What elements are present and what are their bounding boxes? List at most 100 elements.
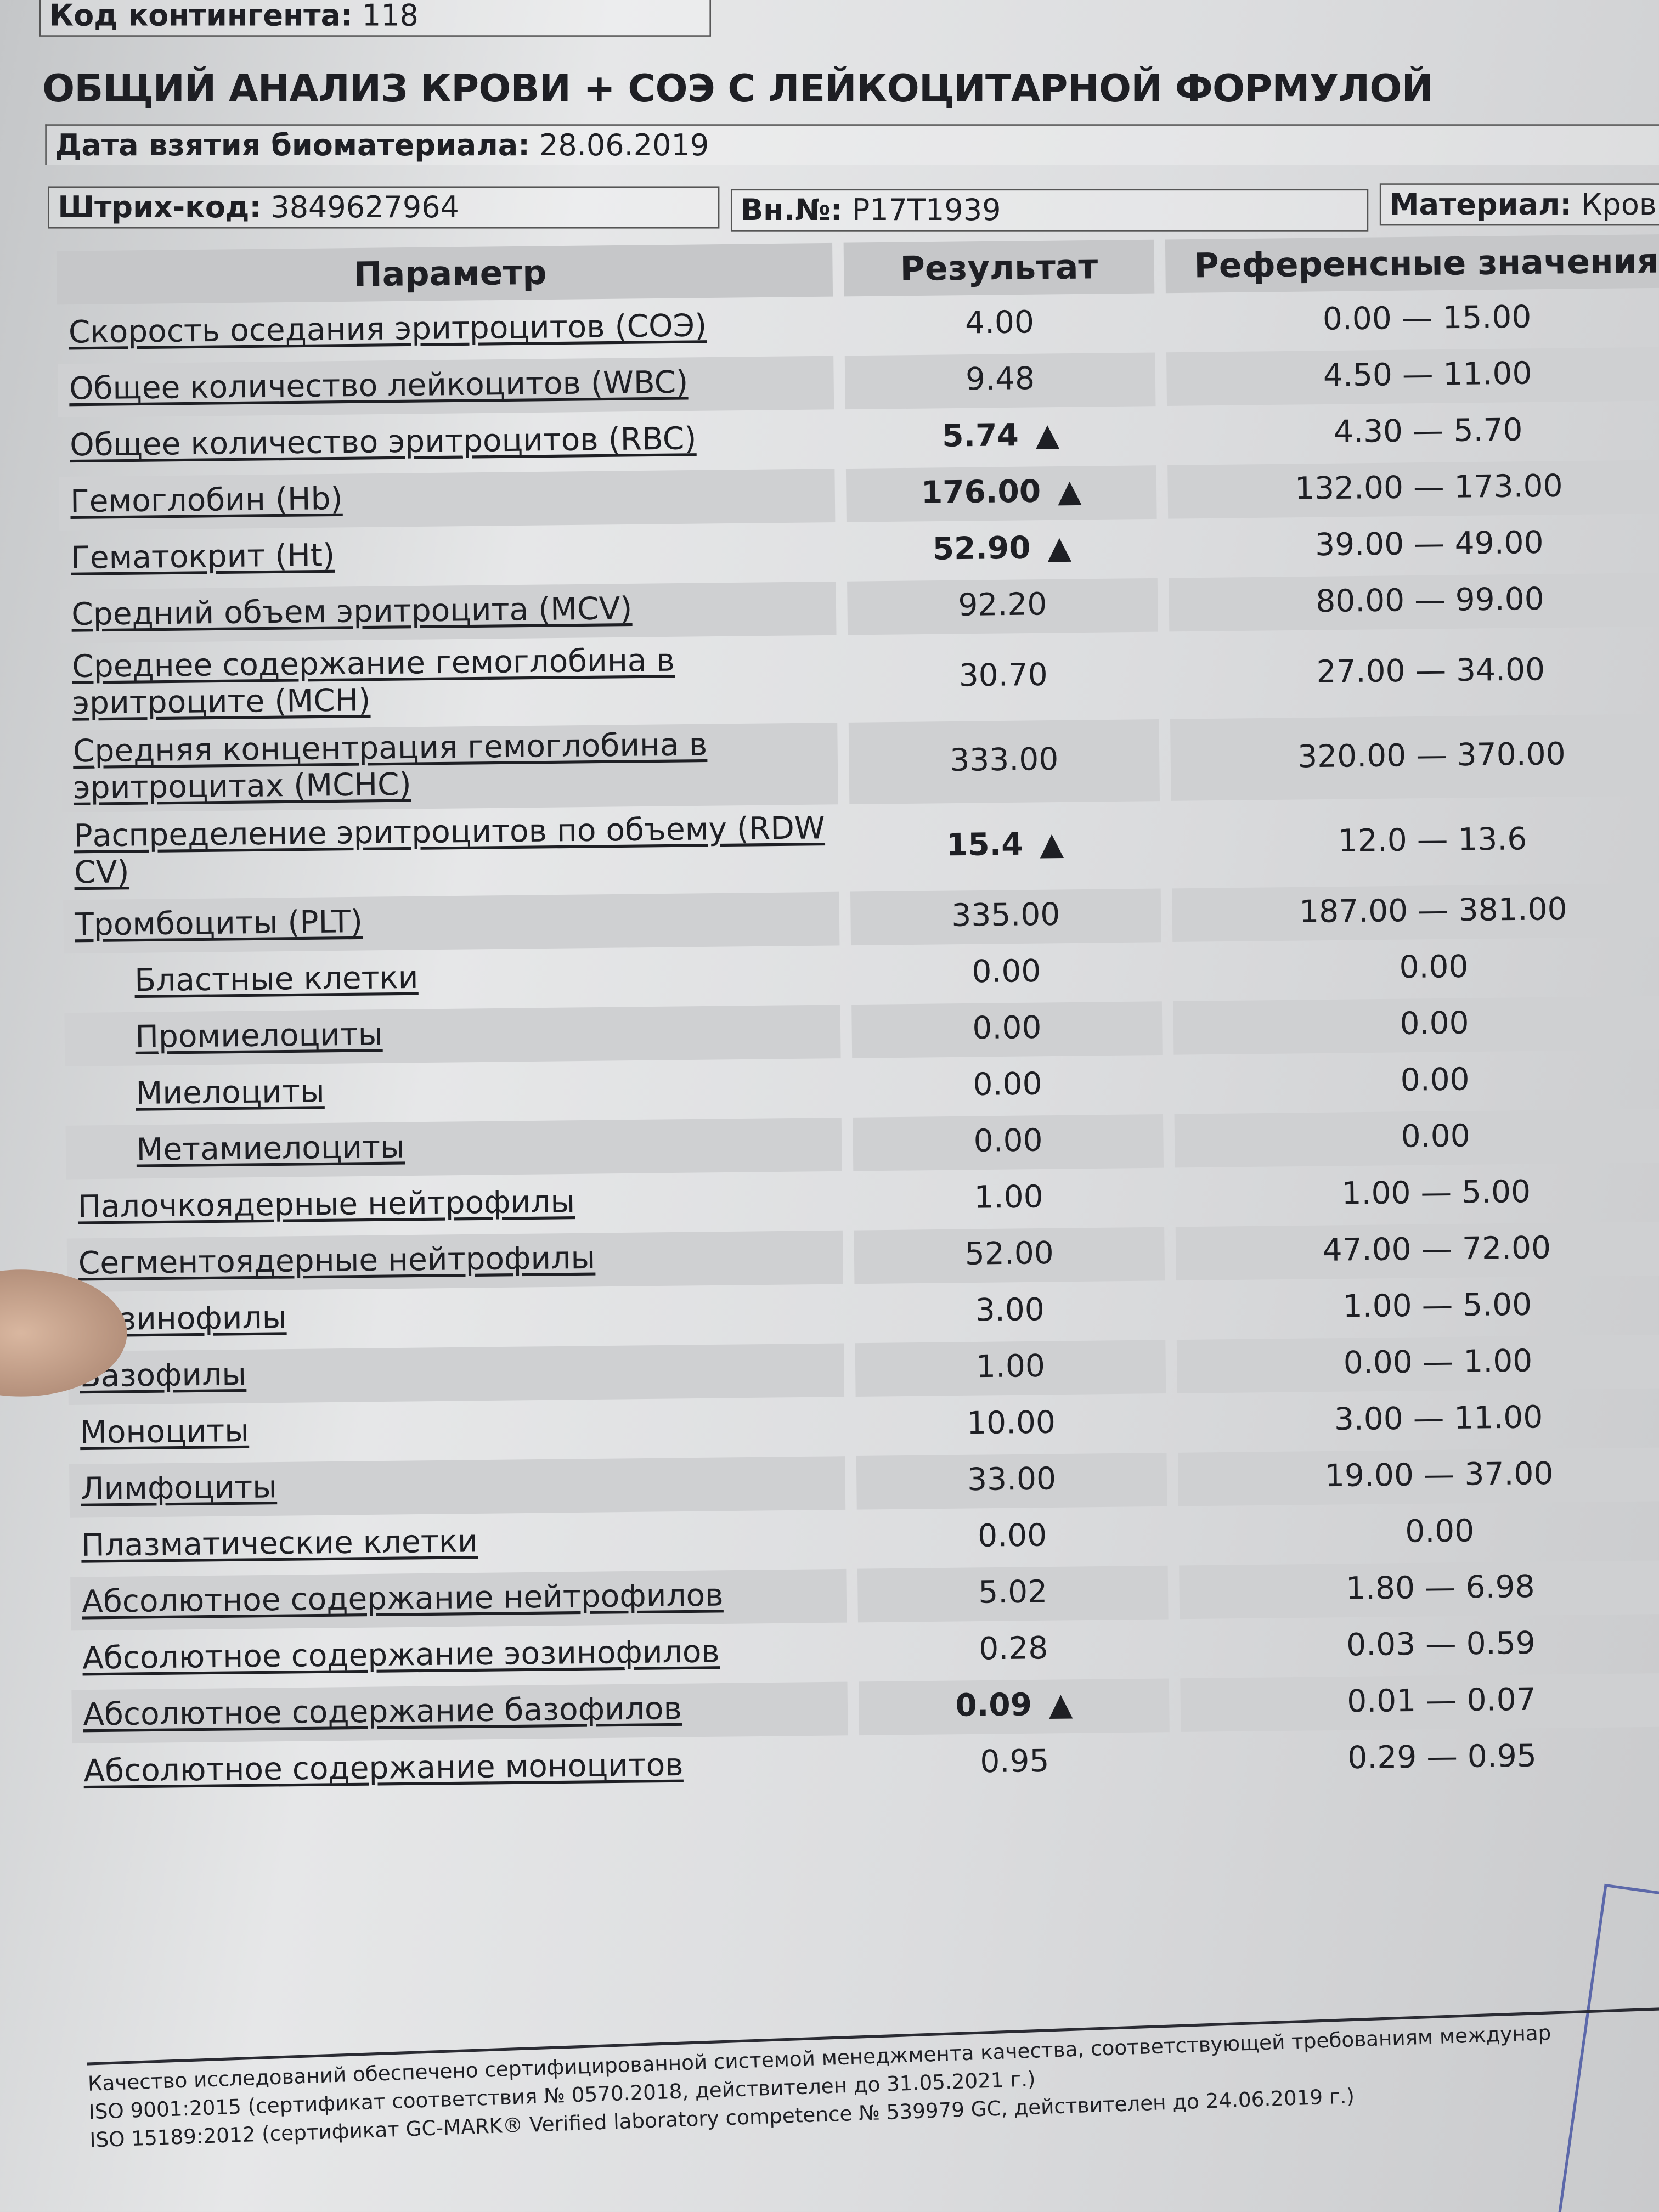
reference-range: 0.29 — 0.95 [1347, 1739, 1537, 1777]
parameter-cell: Скорость оседания эритроцитов (СОЭ) [57, 300, 833, 362]
reference-range: 1.80 — 6.98 [1345, 1570, 1535, 1608]
parameter-cell: Плазматические клетки [70, 1513, 846, 1575]
reference-cell: 132.00 — 173.00 [1167, 459, 1659, 519]
parameter-cell: Абсолютное содержание нейтрофилов [70, 1568, 847, 1631]
report-title: ОБЩИЙ АНАЛИЗ КРОВИ + СОЭ С ЛЕЙКОЦИТАРНОЙ… [42, 67, 1434, 112]
result-cell: 3.00 [855, 1283, 1166, 1340]
internal-number-value: P17T1939 [851, 193, 1001, 227]
parameter-name: Палочкоядерные нейтрофилы [77, 1185, 575, 1226]
result-cell: 0.28 [858, 1622, 1169, 1679]
high-flag-icon: ▲ [1035, 418, 1060, 454]
result-value: 52.90 [932, 531, 1031, 568]
result-value: 15.4 [946, 828, 1023, 864]
parameter-cell: Бластные клетки [64, 949, 840, 1011]
parameter-name: Миелоциты [136, 1075, 325, 1113]
contingent-code-field: Код контингента: 118 [39, 0, 711, 37]
parameter-name: Общее количество лейкоцитов (WBC) [69, 365, 689, 408]
result-value: 10.00 [966, 1406, 1056, 1442]
reference-range: 0.00 [1400, 1006, 1469, 1043]
parameter-name: Скорость оседания эритроцитов (СОЭ) [68, 309, 707, 352]
result-value: 0.28 [979, 1632, 1048, 1668]
reference-cell: 0.00 — 15.00 [1166, 290, 1659, 349]
internal-number-label: Вн.№: [740, 193, 843, 227]
parameter-name: Гемоглобин (Hb) [70, 482, 343, 521]
result-value: 333.00 [950, 743, 1059, 780]
reference-cell: 0.00 — 1.00 [1176, 1334, 1659, 1393]
reference-cell: 4.50 — 11.00 [1166, 347, 1659, 406]
result-value: 0.00 [973, 1067, 1042, 1104]
result-cell: 0.95 [859, 1735, 1170, 1792]
result-value: 52.00 [964, 1237, 1054, 1273]
reference-range: 0.00 [1404, 1514, 1475, 1551]
parameter-name: Моноциты [80, 1414, 250, 1452]
high-flag-icon: ▲ [1057, 475, 1082, 510]
result-cell: 5.74 ▲ [845, 409, 1156, 466]
reference-range: 0.03 — 0.59 [1346, 1627, 1536, 1664]
result-cell: 1.00 [855, 1340, 1166, 1397]
parameter-name: Лимфоциты [80, 1470, 278, 1508]
parameter-cell: Абсолютное содержание моноцитов [72, 1738, 848, 1800]
result-value: 0.09 [955, 1688, 1032, 1725]
reference-range: 0.00 [1399, 950, 1469, 986]
column-header-reference: Референсные значения [1165, 234, 1659, 294]
result-cell: 92.20 [847, 578, 1158, 635]
internal-number-field: Вн.№: P17T1939 [730, 189, 1369, 232]
material-field: Материал: Кровь [1379, 183, 1659, 226]
reference-range: 0.00 [1401, 1119, 1471, 1156]
result-cell: 5.02 [857, 1565, 1169, 1623]
reference-cell: 320.00 — 370.00 [1170, 713, 1659, 801]
footer-certification: Качество исследований обеспечено сертифи… [87, 2006, 1659, 2155]
column-header-result: Результат [843, 239, 1155, 297]
reference-range: 320.00 — 370.00 [1297, 737, 1566, 776]
parameter-name: Абсолютное содержание моноцитов [83, 1748, 684, 1790]
high-flag-icon: ▲ [1048, 1688, 1073, 1724]
reference-range: 3.00 — 11.00 [1334, 1401, 1543, 1438]
result-cell: 335.00 [850, 888, 1161, 946]
table-row: Среднее содержание гемоглобина в эритроц… [60, 629, 1659, 727]
reference-range: 187.00 — 381.00 [1299, 893, 1567, 931]
barcode-value: 3849627964 [270, 190, 459, 224]
result-value: 1.00 [975, 1350, 1046, 1386]
result-cell: 333.00 [848, 719, 1160, 805]
result-cell: 30.70 [848, 635, 1159, 720]
reference-cell: 0.00 [1178, 1504, 1659, 1563]
parameter-cell: Гемоглобин (Hb) [59, 469, 836, 531]
reference-cell: 0.29 — 0.95 [1181, 1729, 1659, 1788]
parameter-cell: Абсолютное содержание базофилов [71, 1681, 848, 1744]
parameter-name: Сегментоядерные нейтрофилы [78, 1241, 596, 1283]
result-cell: 52.90 ▲ [847, 522, 1158, 579]
material-value: Кровь [1581, 187, 1659, 222]
high-flag-icon: ▲ [1040, 827, 1064, 863]
parameter-cell: Распределение эритроцитов по объему (RDW… [63, 807, 839, 897]
parameter-name: Плазматические клетки [81, 1525, 478, 1565]
table-row: Средняя концентрация гемоглобина в эритр… [61, 713, 1659, 813]
parameter-cell: Абсолютное содержание эозинофилов [71, 1626, 847, 1688]
parameter-cell: Общее количество эритроцитов (RBC) [58, 412, 834, 474]
parameter-cell: Гематокрит (Ht) [59, 525, 836, 587]
result-value: 5.74 [941, 419, 1019, 455]
result-value: 1.00 [974, 1180, 1044, 1217]
parameter-name: Абсолютное содержание нейтрофилов [81, 1578, 724, 1621]
reference-range: 39.00 — 49.00 [1314, 526, 1544, 564]
result-value: 335.00 [951, 898, 1060, 935]
reference-cell: 39.00 — 49.00 [1168, 516, 1659, 575]
reference-cell: 80.00 — 99.00 [1169, 572, 1659, 632]
result-cell: 15.4 ▲ [849, 804, 1160, 889]
result-value: 176.00 [921, 475, 1041, 512]
table-row: Распределение эритроцитов по объему (RDW… [63, 798, 1659, 897]
parameter-cell: Миелоциты [65, 1061, 841, 1123]
parameter-name: Гематокрит (Ht) [70, 539, 335, 577]
parameter-cell: Среднее содержание гемоглобина в эритроц… [60, 638, 837, 728]
result-cell: 4.00 [844, 296, 1155, 353]
reference-cell: 187.00 — 381.00 [1172, 883, 1659, 943]
result-cell: 0.00 [851, 945, 1162, 1002]
reference-range: 0.00 — 15.00 [1322, 300, 1532, 338]
parameter-cell: Палочкоядерные нейтрофилы [66, 1174, 843, 1236]
parameter-cell: Эозинофилы [67, 1287, 844, 1349]
high-flag-icon: ▲ [1047, 531, 1072, 567]
parameter-name: Промиелоциты [135, 1018, 383, 1056]
result-cell: 33.00 [856, 1453, 1167, 1510]
reference-range: 132.00 — 173.00 [1294, 469, 1563, 508]
reference-range: 4.50 — 11.00 [1323, 357, 1532, 394]
reference-cell: 1.80 — 6.98 [1179, 1560, 1659, 1620]
